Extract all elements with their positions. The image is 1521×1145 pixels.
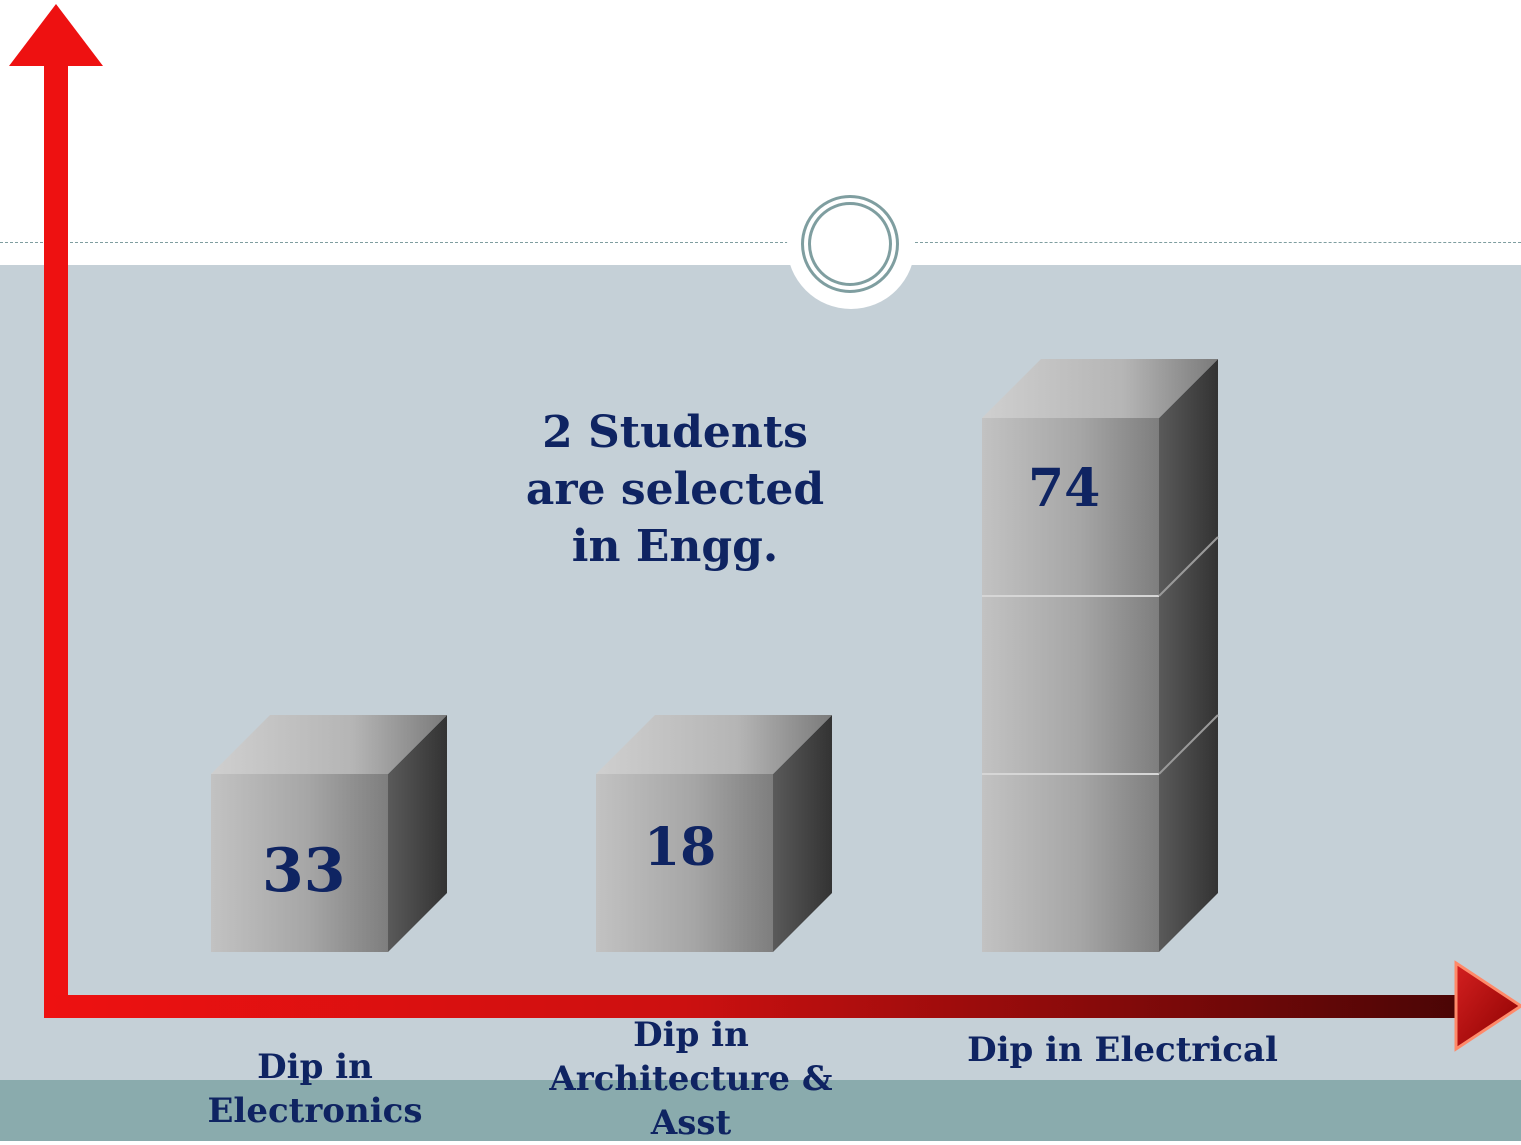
bar-architecture bbox=[596, 715, 832, 952]
bar-side-face bbox=[1159, 359, 1218, 952]
bar-electronics bbox=[211, 715, 447, 952]
annotation-line-1: 2 Students bbox=[542, 407, 808, 458]
bar-front-face bbox=[596, 774, 773, 952]
category-label-architecture-line-3: Asst bbox=[650, 1103, 732, 1143]
x-axis-arrow-head bbox=[1454, 960, 1521, 1052]
bar-top-face bbox=[982, 359, 1218, 418]
bar-side-face bbox=[773, 715, 832, 952]
category-label-electronics-line-2: Electronics bbox=[207, 1091, 423, 1131]
cube-seam-side bbox=[1158, 714, 1219, 775]
annotation-line-3: in Engg. bbox=[571, 521, 779, 572]
bar-front-face bbox=[211, 774, 388, 952]
cube-seam-side bbox=[1158, 536, 1219, 597]
x-axis-line bbox=[44, 995, 1464, 1018]
bar-electrical bbox=[982, 359, 1219, 952]
divider-line-left bbox=[0, 242, 788, 243]
bar-top-face bbox=[211, 715, 447, 774]
category-label-electronics-line-1: Dip in bbox=[257, 1047, 373, 1087]
bar-value-label-electronics: 33 bbox=[262, 836, 346, 906]
y-axis-line bbox=[44, 60, 68, 1018]
category-label-architecture-line-2: Architecture & bbox=[549, 1059, 833, 1099]
footer-band bbox=[0, 1080, 1521, 1141]
category-label-electrical-line-1: Dip in Electrical bbox=[967, 1030, 1278, 1070]
category-label-electronics: Dip in Electronics bbox=[170, 1045, 460, 1133]
divider-line-right bbox=[915, 242, 1521, 243]
selection-annotation: 2 Students are selected in Engg. bbox=[500, 404, 850, 575]
category-label-architecture-line-1: Dip in bbox=[633, 1015, 749, 1055]
category-label-electrical: Dip in Electrical bbox=[950, 1028, 1295, 1072]
bar-value-label-electrical: 74 bbox=[1028, 458, 1101, 519]
bar-value-label-architecture: 18 bbox=[644, 817, 717, 878]
bar-top-face bbox=[596, 715, 832, 774]
ornament-inner-ring bbox=[808, 202, 892, 286]
category-label-architecture: Dip in Architecture & Asst bbox=[530, 1013, 852, 1145]
bar-front-face bbox=[982, 418, 1159, 952]
bar-side-face bbox=[388, 715, 447, 952]
y-axis-arrow-head bbox=[9, 4, 103, 66]
annotation-line-2: are selected bbox=[525, 464, 825, 515]
